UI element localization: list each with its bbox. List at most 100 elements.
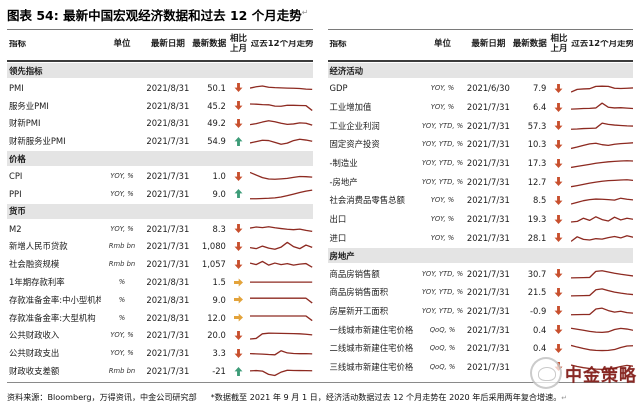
date-cell: 2021/8/31 bbox=[146, 294, 190, 305]
spark-cell bbox=[250, 117, 313, 129]
trend-sparkline bbox=[250, 103, 313, 111]
mom-cell bbox=[226, 348, 250, 358]
mom-cell bbox=[226, 313, 250, 322]
trend-sparkline bbox=[250, 85, 313, 90]
date-cell: 2021/7/31 bbox=[146, 366, 190, 377]
indicator-cell: 出口 bbox=[329, 214, 347, 225]
spark-cell bbox=[570, 213, 633, 225]
unit-cell: YOY, YTD, % bbox=[421, 177, 464, 186]
spark-cell bbox=[250, 347, 313, 359]
date-cell: 2021/7/31 bbox=[466, 305, 510, 316]
column-header-mom: 相比上月 bbox=[550, 34, 568, 54]
mom-cell bbox=[226, 295, 250, 304]
trend-sparkline bbox=[570, 122, 633, 130]
table-row: 一线城市新建住宅价格 QoQ, % 2021/7/31 0.4 bbox=[328, 320, 633, 339]
section-band: 领先指标 bbox=[7, 63, 313, 78]
indicator-cell: 工业企业利润 bbox=[329, 120, 380, 131]
unit-cell: YOY, YTD, % bbox=[421, 306, 464, 315]
trend-sparkline bbox=[570, 234, 633, 242]
unit-cell: YOY, YTD, % bbox=[421, 288, 464, 297]
indicator-cell: 存款准备金率:中小型机构 bbox=[9, 294, 101, 305]
down-arrow-icon bbox=[554, 83, 563, 93]
unit-cell: YOY, % bbox=[430, 84, 455, 93]
indicator-cell: 商品房销售额 bbox=[329, 268, 380, 279]
indicator-cell: GDP bbox=[329, 83, 348, 94]
mom-cell bbox=[546, 325, 570, 335]
spark-cell bbox=[250, 312, 313, 324]
indicator-cell: PPI bbox=[9, 188, 22, 199]
trend-sparkline bbox=[250, 350, 313, 356]
trend-sparkline bbox=[570, 178, 633, 188]
indicator-cell: 进口 bbox=[329, 232, 347, 243]
flat-arrow-icon bbox=[233, 278, 243, 287]
date-cell: 2021/7/31 bbox=[146, 348, 190, 359]
date-cell: 2021/7/31 bbox=[146, 241, 190, 252]
up-arrow-icon bbox=[234, 189, 243, 199]
down-arrow-icon bbox=[234, 224, 243, 234]
table-row: 公共财政支出 YOY, % 2021/7/31 3.3 bbox=[7, 344, 313, 362]
cicc-logo-icon bbox=[530, 357, 562, 389]
unit-cell: Rmb bn bbox=[108, 260, 136, 269]
value-cell: 1.5 bbox=[212, 277, 226, 288]
mom-cell bbox=[226, 241, 250, 251]
date-cell: 2021/7/31 bbox=[466, 324, 510, 335]
value-cell: 7.9 bbox=[533, 83, 547, 94]
indicator-cell: 1年期存款利率 bbox=[9, 277, 65, 288]
trend-sparkline bbox=[250, 297, 313, 304]
date-cell: 2021/7/31 bbox=[466, 268, 510, 279]
value-cell: 0.4 bbox=[533, 324, 547, 335]
table-row: 1年期存款利率% 2021/8/31 1.5 bbox=[7, 273, 313, 291]
spark-cell bbox=[250, 258, 313, 270]
mom-cell bbox=[546, 102, 570, 112]
down-arrow-icon bbox=[234, 101, 243, 111]
table-row: 二线城市新建住宅价格 QoQ, % 2021/7/31 0.4 bbox=[328, 339, 633, 358]
footnote-text: *数据截至 2021 年 9 月 1 日，经济活动数据过去 12 个月走势在 2… bbox=[210, 391, 562, 402]
right-macro-table: 指标 单位 最新日期 最新数据 相比上月 过去12个月走势 经济活动 GDP YOY, % 202… bbox=[327, 29, 633, 380]
trend-sparkline bbox=[250, 281, 313, 283]
indicator-cell: -房地产 bbox=[329, 176, 358, 187]
table-row: M2 YOY, % 2021/7/31 8.3 bbox=[7, 220, 313, 238]
return-mark: ↵ bbox=[301, 7, 309, 17]
spark-cell bbox=[570, 101, 633, 113]
unit-cell: YOY, % bbox=[430, 233, 455, 242]
table-row: 存款准备金率:大型机构% 2021/8/31 12.0 bbox=[7, 309, 313, 327]
spark-cell bbox=[250, 170, 313, 182]
mom-cell bbox=[546, 306, 570, 316]
down-arrow-icon bbox=[554, 139, 563, 149]
down-arrow-icon bbox=[234, 259, 243, 269]
trend-sparkline bbox=[570, 85, 633, 93]
column-header-row: 指标 单位 最新日期 最新数据 相比上月 过去12个月走势 bbox=[327, 29, 633, 62]
spark-cell bbox=[250, 276, 313, 288]
unit-cell: QoQ, % bbox=[429, 362, 456, 371]
trend-sparkline bbox=[250, 138, 313, 146]
value-cell: 49.2 bbox=[207, 118, 226, 129]
exhibit-number: 图表 54: bbox=[7, 8, 59, 23]
spark-cell bbox=[250, 135, 313, 147]
value-cell: -21 bbox=[212, 366, 226, 377]
trend-sparkline bbox=[250, 171, 313, 180]
value-cell: 10.3 bbox=[527, 139, 547, 150]
column-header-unit: 单位 bbox=[113, 39, 131, 50]
down-arrow-icon bbox=[554, 325, 563, 335]
column-header-indicator: 指标 bbox=[329, 40, 347, 50]
mom-cell bbox=[546, 195, 570, 205]
table-row: 房屋新开工面积 YOY, YTD, % 2021/7/31 -0.9 bbox=[328, 302, 633, 321]
table-row: CPI YOY, % 2021/7/31 1.0 bbox=[7, 167, 313, 185]
section-band: 房地产 bbox=[327, 248, 633, 264]
value-cell: 6.4 bbox=[533, 102, 547, 113]
mom-cell bbox=[546, 83, 570, 93]
date-cell: 2021/7/31 bbox=[146, 223, 190, 234]
unit-cell: YOY, YTD, % bbox=[421, 269, 464, 278]
trend-sparkline bbox=[250, 242, 313, 251]
section-band-label: 货币 bbox=[9, 206, 26, 217]
unit-cell: YOY, YTD, % bbox=[421, 140, 464, 149]
indicator-cell: 固定资产投资 bbox=[329, 139, 380, 150]
value-cell: 3.3 bbox=[212, 348, 226, 359]
spark-cell bbox=[570, 194, 633, 206]
value-cell: 12.0 bbox=[207, 312, 226, 323]
indicator-cell: 存款准备金率:大型机构 bbox=[9, 312, 96, 323]
spark-cell bbox=[570, 305, 633, 317]
spark-cell bbox=[570, 138, 633, 150]
down-arrow-icon bbox=[234, 83, 243, 93]
table-row: 工业企业利润 YOY, YTD, % 2021/7/31 57.3 bbox=[328, 116, 633, 135]
